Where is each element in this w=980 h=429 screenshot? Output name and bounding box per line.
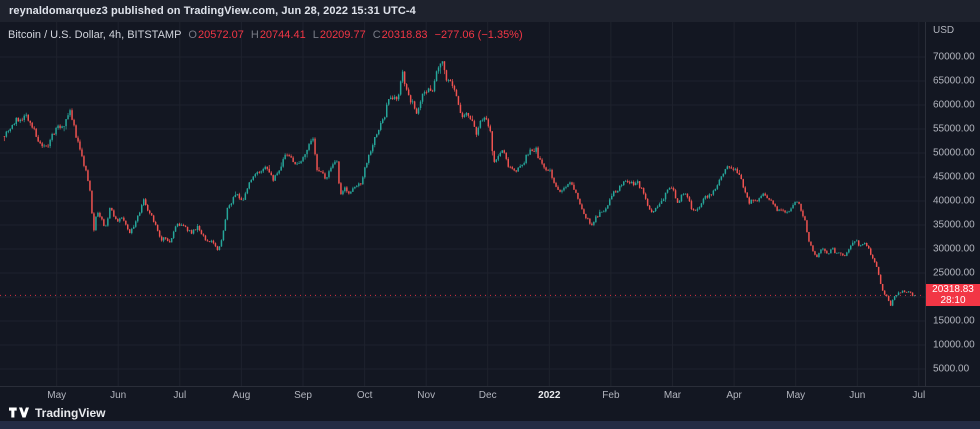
ohlc-close-value: 20318.83 [381,29,428,41]
chart-main: Bitcoin / U.S. Dollar, 4h, BITSTAMP O205… [0,22,980,386]
ohlc-open-label: O [188,29,197,41]
price-axis-label: 10000.00 [933,339,975,351]
price-axis-label: 30000.00 [933,243,975,255]
price-axis-label: 35000.00 [933,219,975,231]
time-axis-label: Nov [417,390,436,401]
price-axis-label: 40000.00 [933,195,975,207]
ohlc-low: L20209.77 [313,29,366,41]
price-axis-label: 55000.00 [933,123,975,135]
time-axis-label: Feb [602,390,620,401]
price-axis-label: 15000.00 [933,315,975,327]
price-change: −277.06 (−1.35%) [434,29,523,41]
snapshot-header-text: reynaldomarquez3 published on TradingVie… [9,5,416,17]
price-axis-label: 70000.00 [933,51,975,63]
time-axis-label: Jun [849,390,866,401]
time-axis-label: Jul [912,390,926,401]
time-axis-label: Sep [294,390,312,401]
price-badge: 20318.83 28:10 [926,284,980,307]
candlestick-chart[interactable] [0,22,925,386]
snapshot-header: reynaldomarquez3 published on TradingVie… [0,0,980,22]
time-axis-label: Jun [110,390,127,401]
price-axis-label: 25000.00 [933,267,975,279]
symbol-title: Bitcoin / U.S. Dollar, 4h, BITSTAMP [8,29,182,41]
tradingview-logo-icon[interactable] [9,407,29,418]
time-axis-label: Aug [232,390,251,401]
ohlc-close-label: C [372,29,381,41]
time-axis[interactable]: May Jun Jul Aug Sep Oct Nov Dec 2022 Feb Mar Apr May… [0,386,980,404]
time-axis-label: 2022 [538,390,561,401]
price-axis[interactable]: USD 70000.00 65000.00 60000.00 55000.00 5000… [925,22,980,386]
ohlc-open-value: 20572.07 [197,29,244,41]
chart-plot[interactable]: Bitcoin / U.S. Dollar, 4h, BITSTAMP O205… [0,22,925,386]
price-axis-label: 5000.00 [933,363,970,375]
price-badge-value: 20318.83 [932,284,974,296]
price-axis-label: 60000.00 [933,99,975,111]
ohlc-high-label: H [250,29,259,41]
ohlc-low-value: 20209.77 [319,29,366,41]
bottom-strip [0,421,980,429]
chart-legend[interactable]: Bitcoin / U.S. Dollar, 4h, BITSTAMP O205… [8,29,523,41]
ohlc-high-value: 20744.41 [259,29,306,41]
time-axis-label: Oct [356,390,373,401]
footer: TradingView [0,404,980,421]
time-axis-label: Apr [726,390,742,401]
currency-label: USD [933,25,955,36]
price-axis-label: 50000.00 [933,147,975,159]
time-axis-label: May [786,390,806,401]
tradingview-brand[interactable]: TradingView [35,405,106,420]
price-axis-label: 65000.00 [933,75,975,87]
ohlc-low-label: L [312,29,319,41]
ohlc-open: O20572.07 [188,29,243,41]
time-axis-label: Dec [478,390,497,401]
price-badge-countdown: 28:10 [940,295,966,307]
time-axis-label: Mar [663,390,682,401]
price-axis-label: 45000.00 [933,171,975,183]
time-axis-label: May [47,390,67,401]
ohlc-high: H20744.41 [251,29,306,41]
ohlc-close: C20318.83 [373,29,428,41]
time-axis-label: Jul [173,390,187,401]
